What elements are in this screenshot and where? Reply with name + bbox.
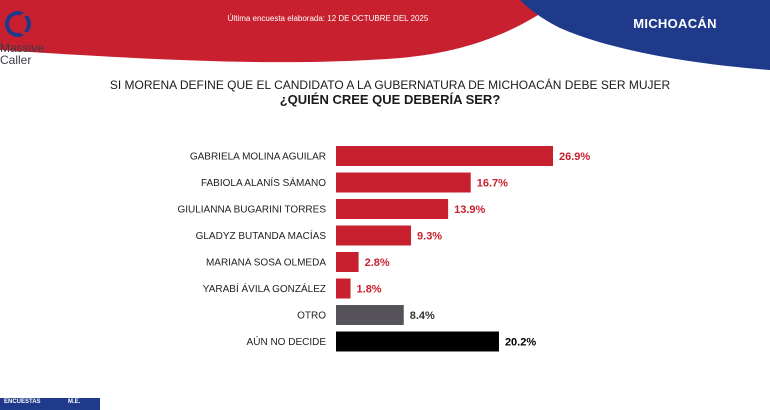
- bar: [336, 225, 412, 246]
- data-label: 9.3%: [417, 231, 442, 243]
- footer-right-label: M.E.: [68, 399, 81, 405]
- bar: [336, 305, 404, 325]
- header-band: [0, 0, 770, 70]
- bar: [336, 331, 499, 352]
- data-label: 1.8%: [357, 284, 382, 296]
- bar: [336, 252, 359, 272]
- bar: [336, 199, 449, 219]
- brand-name: Massive Caller: [0, 42, 60, 66]
- data-label: 8.4%: [410, 310, 435, 322]
- category-label: GIULIANNA BUGARINI TORRES: [177, 205, 326, 216]
- data-label: 26.9%: [559, 151, 590, 163]
- data-label: 2.8%: [365, 257, 390, 269]
- survey-date-note: Última encuesta elaborada: 12 DE OCTUBRE…: [227, 14, 429, 23]
- bar: [336, 172, 471, 193]
- chart-title: SI MORENA DEFINE QUE EL CANDIDATO A LA G…: [109, 78, 671, 92]
- data-label: 20.2%: [505, 337, 536, 349]
- chart-subtitle: ¿QUIÉN CREE QUE DEBERÍA SER?: [279, 92, 501, 107]
- category-label: GLADYZ BUTANDA MACÍAS: [196, 229, 327, 242]
- data-label: 13.9%: [454, 204, 485, 216]
- footer-badge: ENCUESTAS M.E.: [0, 398, 100, 410]
- category-label: OTRO: [297, 311, 326, 322]
- bar: [336, 146, 553, 166]
- category-label: FABIOLA ALANÍS SÁMANO: [201, 176, 326, 189]
- category-label: AÚN NO DECIDE: [247, 335, 327, 348]
- bar: [336, 278, 351, 299]
- category-label: YARABÍ ÁVILA GONZÁLEZ: [203, 282, 326, 295]
- brand-logo: Massive Caller: [0, 4, 60, 70]
- brand-line-1: Massive: [0, 41, 45, 55]
- category-label: GABRIELA MOLINA AGUILAR: [190, 152, 326, 163]
- logo-mark-icon: [5, 11, 43, 37]
- data-label: 16.7%: [477, 178, 508, 190]
- footer-left-label: ENCUESTAS: [4, 399, 41, 405]
- region-label: MICHOACÁN: [633, 16, 717, 31]
- brand-line-2: Caller: [0, 53, 32, 67]
- bar-chart: GABRIELA MOLINA AGUILAR 26.9% FABIOLA ALAN…: [177, 146, 590, 352]
- category-label: MARIANA SOSA OLMEDA: [206, 258, 326, 269]
